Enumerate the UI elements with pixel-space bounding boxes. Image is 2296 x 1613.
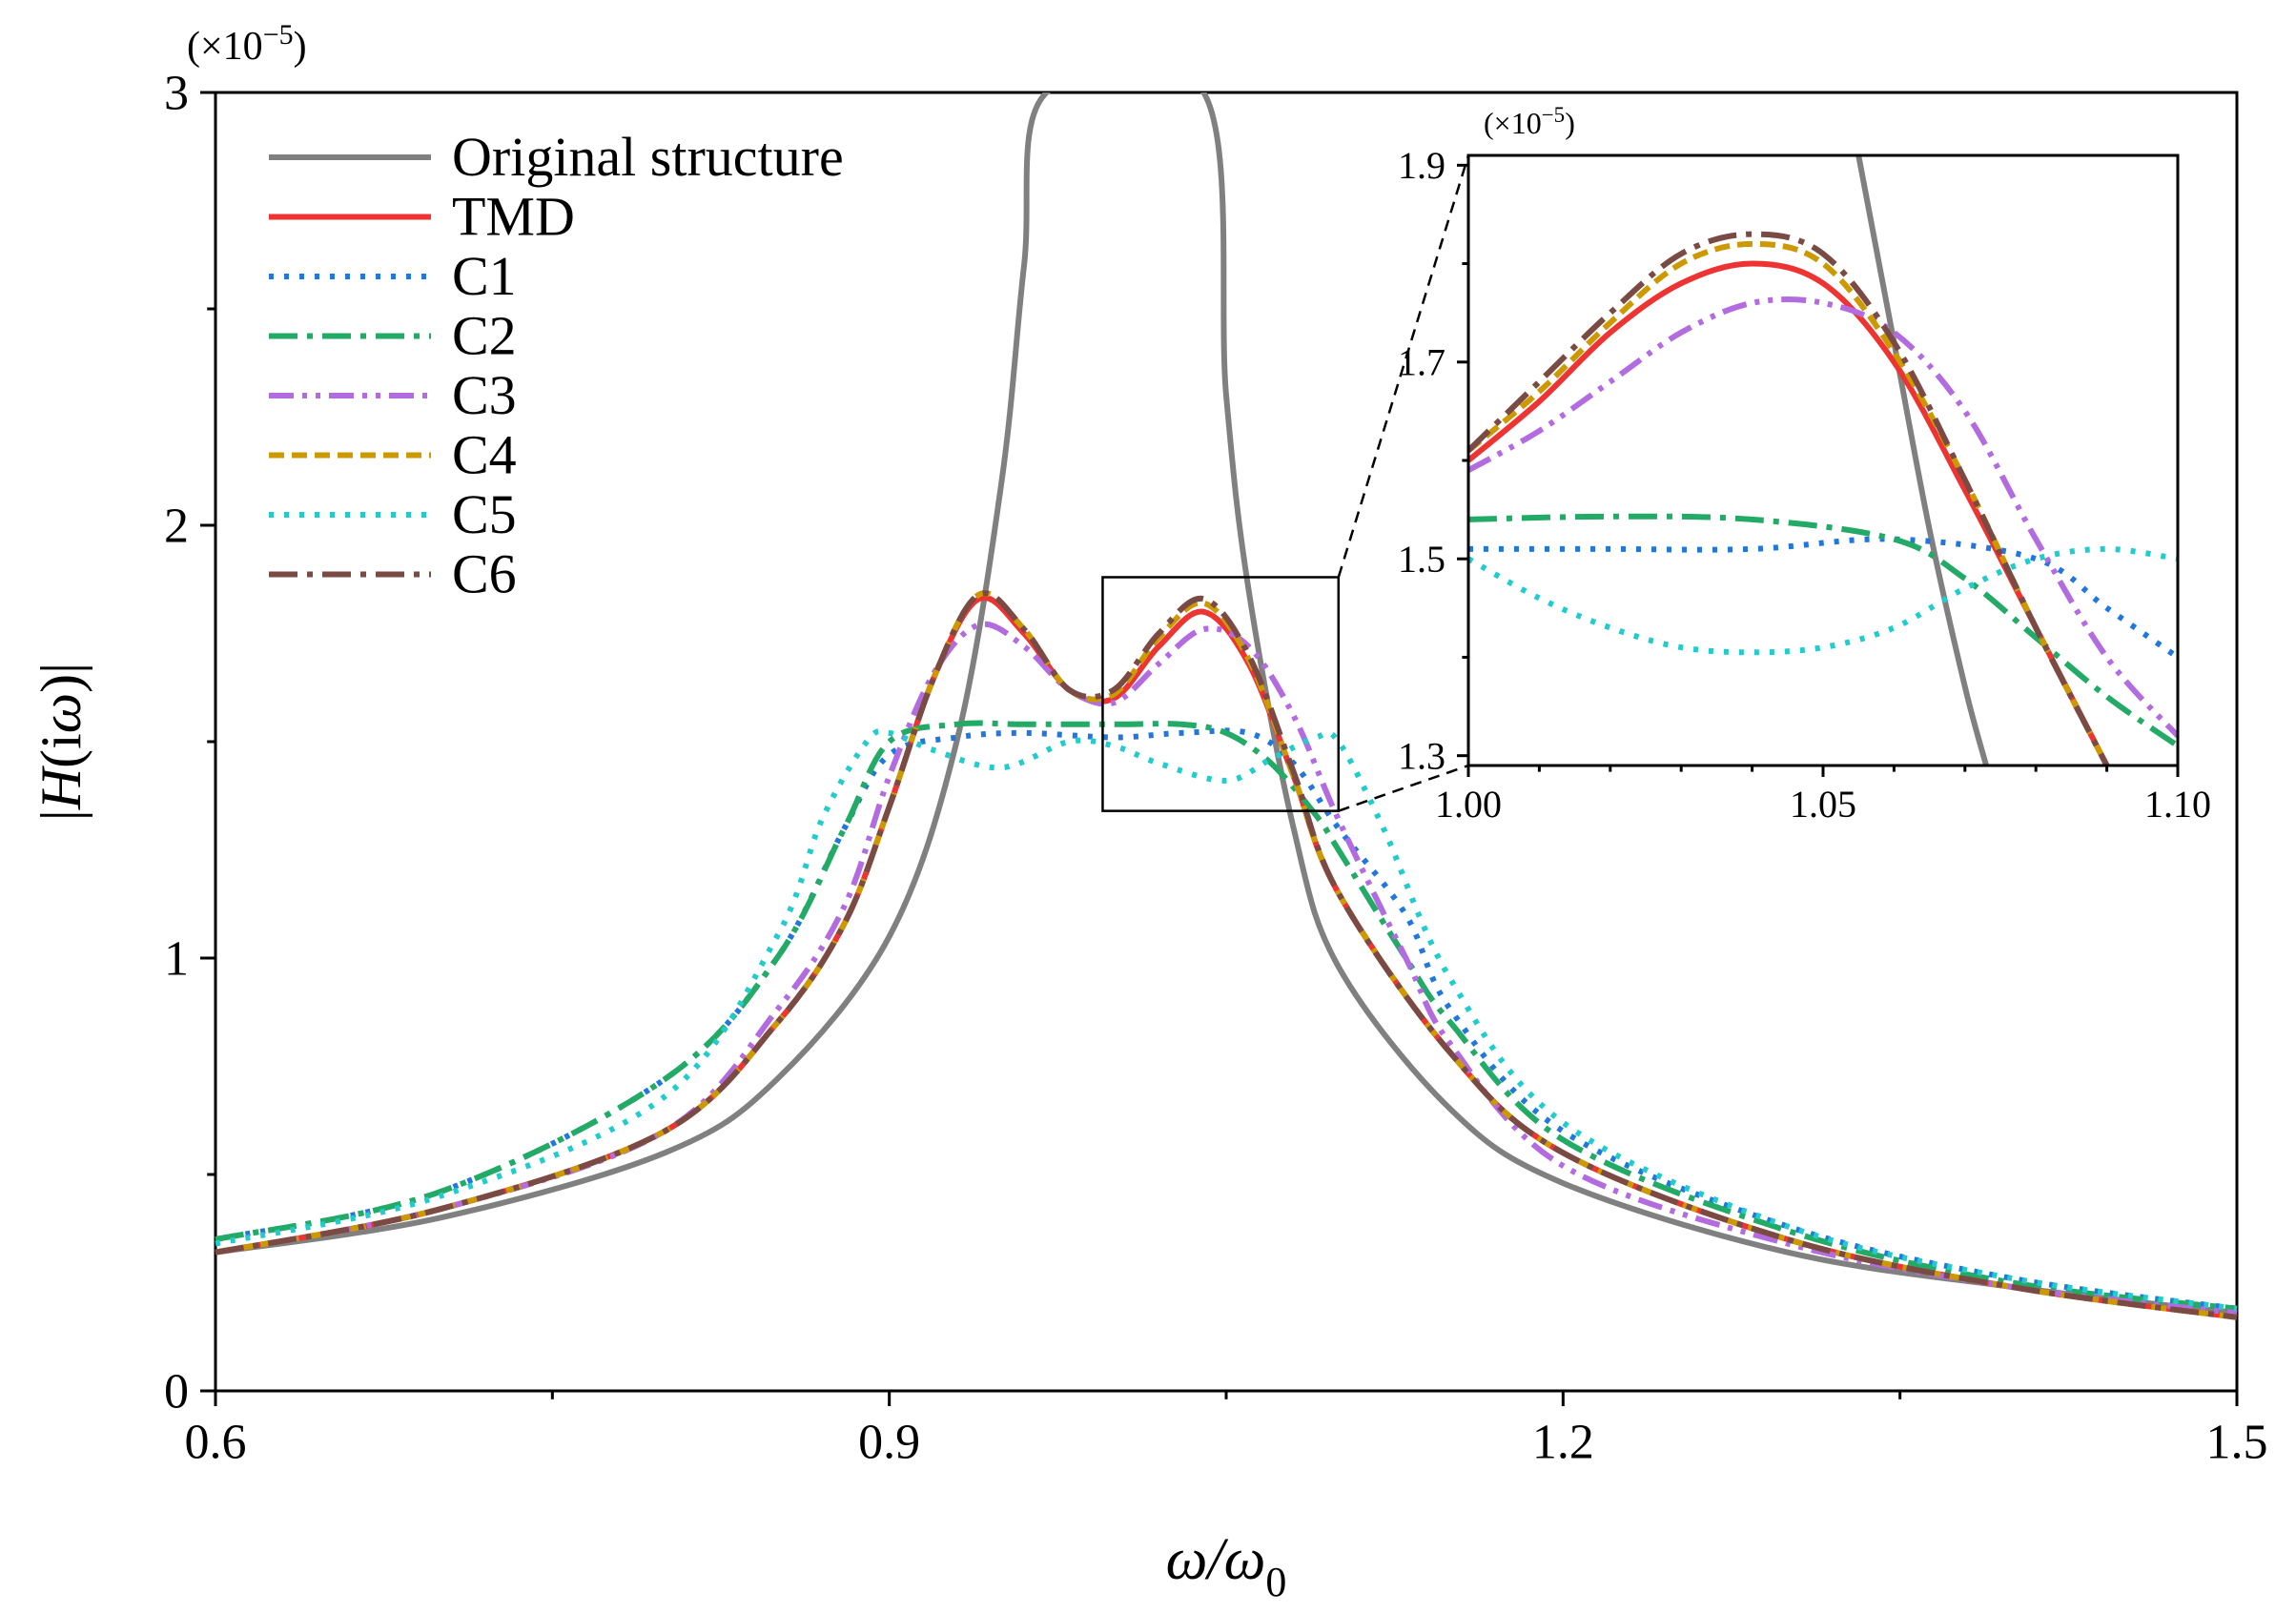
svg-text:|H(iω)|: |H(iω)| [30, 663, 92, 821]
main-series-c1 [215, 727, 2238, 1312]
legend-label-c2: C2 [452, 305, 517, 367]
legend-label-c4: C4 [452, 424, 517, 486]
main-ytick-label: 2 [164, 500, 189, 554]
inset-series-group [1468, 155, 2178, 766]
main-ticks [200, 91, 2239, 1406]
inset-plot-area: 1.00 1.05 1.10 1.3 1.5 1.7 1.9 [1398, 144, 2211, 826]
inset-background [1468, 155, 2178, 766]
main-xtick-label: 1.5 [2206, 1416, 2268, 1470]
main-series-c5 [215, 728, 2238, 1312]
inset-series-c1 [1468, 536, 2178, 660]
main-ytick-label: 1 [164, 932, 189, 987]
inset-series-c6 [1468, 231, 2110, 766]
main-ytick-label: 0 [164, 1365, 189, 1419]
main-xtick-label: 0.6 [185, 1416, 247, 1470]
main-series-c3 [215, 621, 2238, 1317]
main-tick-labels: 0.6 0.9 1.2 1.5 0 1 2 3 [164, 67, 2268, 1470]
inset-tick-labels: 1.00 1.05 1.10 1.3 1.5 1.7 1.9 [1398, 144, 2211, 826]
inset-xtick-label: 1.10 [2144, 783, 2211, 826]
inset-xtick-label: 1.00 [1435, 783, 1502, 826]
inset-ticks [1457, 163, 2180, 777]
main-yscale-label: (×10−5) [187, 19, 307, 69]
zoom-connector-bottom [1338, 764, 1469, 812]
inset-yscale-label: (×10−5) [1484, 103, 1575, 140]
main-ytick-label: 3 [164, 67, 189, 121]
zoom-connector-top [1337, 154, 1470, 578]
main-xtick-label: 1.2 [1532, 1416, 1594, 1470]
inset-xtick-label: 1.05 [1790, 783, 1856, 826]
main-series-c6 [215, 590, 2238, 1320]
legend-label-c5: C5 [452, 483, 517, 545]
legend-label-original-structure: Original structure [452, 126, 844, 188]
main-xlabel: ω/ω0 [1166, 1527, 1287, 1605]
main-series-original-structure [215, 92, 2238, 1317]
inset-ytick-label: 1.5 [1398, 538, 1445, 581]
inset-series-c4 [1468, 240, 2110, 766]
inset-ytick-label: 1.7 [1398, 340, 1445, 383]
main-xtick-label: 0.9 [858, 1416, 920, 1470]
zoom-indicator [1101, 154, 1470, 812]
legend-label-c3: C3 [452, 364, 517, 426]
inset-series-original-structure [1855, 155, 1989, 766]
inset-ytick-label: 1.9 [1398, 144, 1445, 187]
legend-label-tmd: TMD [452, 186, 575, 248]
inset-series-c3 [1468, 296, 2178, 739]
legend-label-c1: C1 [452, 245, 517, 307]
zoom-box [1101, 576, 1341, 812]
main-plot-area: 0.6 0.9 1.2 1.5 0 1 2 3 [164, 67, 2268, 1470]
inset-ytick-label: 1.3 [1398, 734, 1445, 777]
main-series-group [215, 92, 2238, 1320]
main-ylabel: |H(iω)| [30, 663, 92, 821]
inset-series-c2 [1468, 513, 2178, 748]
legend-label-c6: C6 [452, 543, 517, 605]
